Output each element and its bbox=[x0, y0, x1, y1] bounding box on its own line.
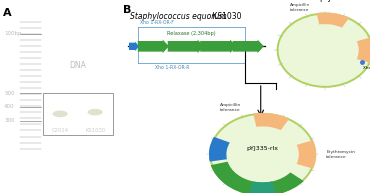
Text: Ampicillin
tolerance: Ampicillin tolerance bbox=[219, 103, 241, 112]
Text: DNA: DNA bbox=[69, 61, 86, 70]
Wedge shape bbox=[249, 181, 276, 193]
Text: A: A bbox=[3, 8, 11, 18]
Text: C2014: C2014 bbox=[51, 128, 69, 133]
Ellipse shape bbox=[88, 109, 102, 115]
Text: 100bp: 100bp bbox=[4, 31, 22, 36]
FancyArrow shape bbox=[129, 41, 139, 51]
Circle shape bbox=[278, 14, 370, 87]
Wedge shape bbox=[317, 13, 349, 28]
Text: pYJ335: pYJ335 bbox=[319, 0, 346, 2]
Text: KS1030: KS1030 bbox=[85, 128, 105, 133]
Wedge shape bbox=[297, 140, 316, 169]
FancyArrow shape bbox=[138, 40, 169, 53]
Text: pYJ335-rlx: pYJ335-rlx bbox=[247, 146, 279, 151]
FancyArrow shape bbox=[233, 40, 264, 53]
Wedge shape bbox=[253, 113, 289, 130]
Text: B: B bbox=[123, 5, 131, 15]
Text: 400: 400 bbox=[4, 104, 15, 109]
Text: 300: 300 bbox=[4, 118, 15, 123]
Text: Ampicillin
tolerance: Ampicillin tolerance bbox=[290, 3, 310, 12]
Text: Staphylococcus equorum: Staphylococcus equorum bbox=[130, 12, 227, 21]
Text: KS1030: KS1030 bbox=[210, 12, 242, 21]
Ellipse shape bbox=[53, 111, 68, 117]
Text: 500: 500 bbox=[4, 91, 15, 96]
Text: Relaxase (2,304bp): Relaxase (2,304bp) bbox=[167, 31, 216, 36]
Text: Xho 1-RX-OR-F: Xho 1-RX-OR-F bbox=[140, 20, 174, 25]
Text: Xho 1-RX-OR-R: Xho 1-RX-OR-R bbox=[155, 65, 190, 70]
Text: Erythromycin
tolerance: Erythromycin tolerance bbox=[326, 150, 355, 159]
Circle shape bbox=[210, 114, 315, 193]
Wedge shape bbox=[209, 137, 230, 162]
FancyArrow shape bbox=[200, 40, 236, 53]
Wedge shape bbox=[211, 162, 304, 193]
Wedge shape bbox=[357, 37, 370, 63]
Text: Xho 1: Xho 1 bbox=[363, 66, 370, 70]
FancyArrow shape bbox=[168, 40, 204, 53]
